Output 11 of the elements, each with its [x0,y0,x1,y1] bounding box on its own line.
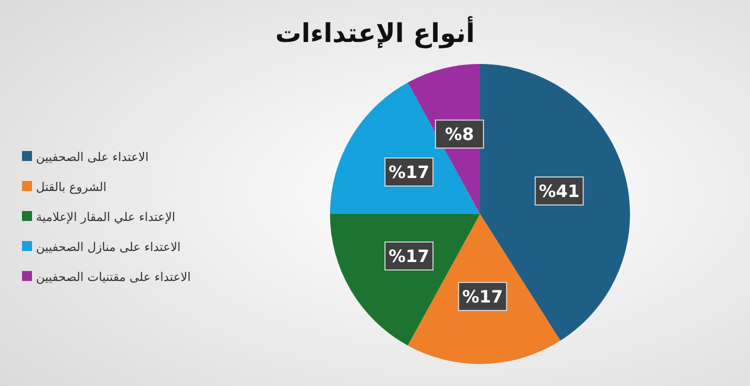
legend-label: الاعتداء على الصحفيين [36,150,149,164]
legend-label: الإعتداء علي المقار الإعلامية [36,210,176,224]
data-label: %17 [388,163,430,184]
data-label: %17 [462,287,503,308]
legend-label: الاعتداء على مقتنيات الصحفيين [36,270,191,284]
chart-title: أنواع الإعتداءات [275,16,475,49]
legend-label: الشروع بالقتل [36,180,107,194]
data-label: %41 [538,182,580,202]
legend-label: الاعتداء على منازل الصحفيين [36,240,181,254]
data-label: %17 [388,246,430,267]
data-label: %8 [445,125,474,146]
